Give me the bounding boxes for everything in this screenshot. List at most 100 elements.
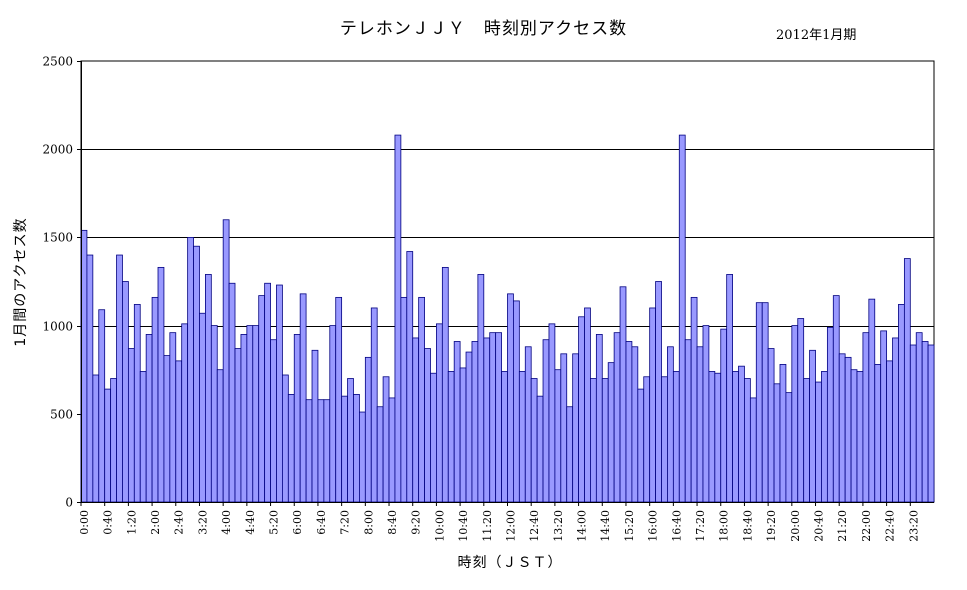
bar bbox=[483, 337, 491, 503]
bar bbox=[755, 302, 763, 503]
bar bbox=[536, 395, 544, 503]
bar bbox=[382, 376, 390, 503]
bar bbox=[477, 274, 485, 503]
bar bbox=[323, 399, 331, 503]
x-tick-label: 18:00 bbox=[718, 510, 731, 542]
bar bbox=[359, 411, 366, 503]
x-tick-label: 2:00 bbox=[149, 510, 162, 535]
bar bbox=[199, 312, 206, 503]
bar bbox=[898, 304, 905, 503]
bar bbox=[133, 304, 141, 503]
x-tick-label: 5:20 bbox=[268, 510, 281, 535]
bar bbox=[850, 369, 858, 503]
bar bbox=[347, 378, 354, 503]
bar bbox=[524, 346, 532, 503]
bar bbox=[749, 397, 757, 503]
bar bbox=[139, 371, 147, 503]
bar bbox=[590, 378, 597, 503]
bar bbox=[459, 367, 467, 503]
bar bbox=[767, 348, 775, 503]
bar bbox=[364, 356, 372, 503]
bar bbox=[655, 281, 662, 503]
x-tick-label: 23:20 bbox=[907, 510, 920, 542]
bar bbox=[258, 295, 266, 503]
x-tick-label: 22:40 bbox=[884, 510, 897, 542]
bar bbox=[643, 376, 651, 503]
bar bbox=[714, 372, 722, 503]
bar bbox=[696, 346, 704, 503]
bar bbox=[572, 353, 579, 503]
bar bbox=[104, 388, 112, 503]
bar bbox=[299, 293, 307, 503]
x-tick-label: 12:00 bbox=[504, 510, 517, 542]
bar bbox=[809, 349, 816, 503]
bar bbox=[613, 332, 621, 503]
bar bbox=[495, 332, 502, 503]
bar bbox=[744, 378, 751, 503]
y-tick-label: 2500 bbox=[42, 55, 73, 69]
x-tick-label: 8:00 bbox=[362, 510, 375, 535]
x-tick-label: 20:40 bbox=[812, 510, 825, 542]
bar bbox=[193, 245, 200, 503]
bar bbox=[122, 281, 129, 503]
y-axis-label: 1月間のアクセス数 bbox=[13, 217, 29, 347]
bar bbox=[163, 355, 171, 503]
bar bbox=[927, 344, 935, 503]
bar bbox=[566, 406, 574, 503]
bar bbox=[826, 326, 834, 503]
bar bbox=[110, 378, 117, 503]
bar bbox=[145, 334, 153, 503]
bar bbox=[844, 356, 852, 503]
bar bbox=[293, 334, 301, 503]
bar bbox=[228, 282, 236, 503]
bar bbox=[601, 378, 609, 503]
bar bbox=[667, 346, 674, 503]
x-tick-label: 16:00 bbox=[647, 510, 660, 542]
x-tick-label: 11:20 bbox=[481, 510, 494, 542]
bar bbox=[287, 393, 295, 503]
bar bbox=[311, 349, 319, 503]
bar bbox=[116, 254, 123, 503]
bar bbox=[394, 134, 402, 503]
bar bbox=[708, 371, 716, 503]
y-tick-label: 1500 bbox=[42, 231, 73, 245]
x-tick-label: 19:20 bbox=[765, 510, 778, 542]
bar bbox=[874, 364, 882, 503]
x-tick-label: 21:20 bbox=[836, 510, 849, 542]
bar bbox=[584, 307, 591, 503]
bar bbox=[909, 344, 917, 503]
bar bbox=[661, 376, 668, 503]
bar bbox=[317, 399, 325, 503]
bar bbox=[341, 395, 348, 503]
bar bbox=[157, 266, 165, 503]
bar bbox=[886, 360, 893, 503]
bar bbox=[507, 293, 514, 503]
y-tick-label: 1000 bbox=[42, 320, 73, 334]
x-tick-label: 1:20 bbox=[125, 510, 138, 535]
x-tick-label: 3:20 bbox=[196, 510, 209, 535]
bar bbox=[607, 362, 615, 503]
bar bbox=[187, 236, 194, 503]
bar bbox=[418, 296, 425, 503]
x-tick-label: 22:00 bbox=[860, 510, 873, 542]
bar bbox=[222, 219, 230, 503]
bar bbox=[98, 309, 106, 503]
bar bbox=[821, 371, 828, 503]
bar bbox=[530, 378, 538, 503]
x-tick-label: 15:20 bbox=[623, 510, 636, 542]
bar bbox=[441, 266, 449, 503]
x-tick-label: 10:00 bbox=[433, 510, 446, 542]
bar bbox=[625, 341, 633, 503]
bar bbox=[335, 296, 343, 503]
bar bbox=[127, 348, 135, 503]
bar bbox=[868, 298, 876, 503]
bar bbox=[761, 302, 769, 503]
bar bbox=[791, 325, 799, 503]
chart-title: テレホンＪＪＹ 時刻別アクセス数 bbox=[339, 19, 628, 39]
x-tick-label: 8:40 bbox=[386, 510, 399, 535]
bar bbox=[246, 325, 254, 503]
bar bbox=[838, 353, 846, 503]
bar bbox=[785, 392, 793, 503]
bar bbox=[447, 371, 455, 503]
